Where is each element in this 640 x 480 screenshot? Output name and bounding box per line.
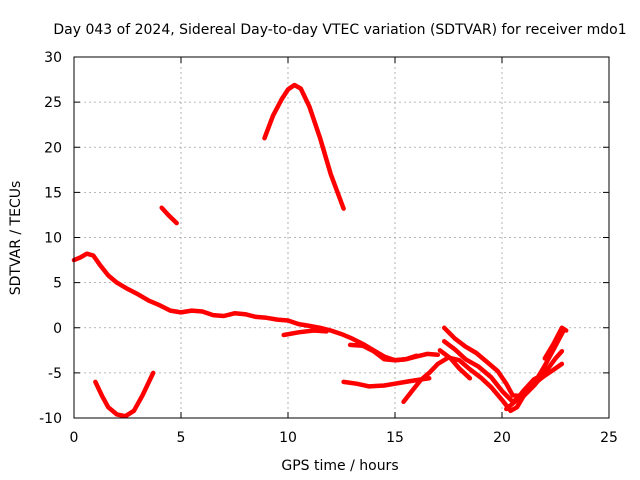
series-line-short_segment xyxy=(159,205,179,226)
y-tick-label: -5 xyxy=(48,366,62,382)
x-tick-label: 20 xyxy=(493,430,511,446)
y-tick-label: -10 xyxy=(39,411,62,427)
grid xyxy=(74,57,609,418)
y-tick-label: 20 xyxy=(44,140,62,156)
chart-title: Day 043 of 2024, Sidereal Day-to-day VTE… xyxy=(53,22,626,38)
y-tick-label: 30 xyxy=(44,50,62,66)
y-tick-label: 25 xyxy=(44,95,62,111)
series-line-branch_late xyxy=(437,348,473,381)
series-line-arc xyxy=(262,82,346,211)
x-tick-label: 15 xyxy=(386,430,404,446)
series-layer xyxy=(71,82,569,419)
series-line-late_connector xyxy=(504,371,548,412)
series-line-early_dip xyxy=(93,370,156,419)
x-tick-label: 10 xyxy=(279,430,297,446)
x-tick-label: 0 xyxy=(70,430,79,446)
y-tick-label: 0 xyxy=(53,321,62,337)
y-tick-label: 10 xyxy=(44,231,62,247)
x-axis-label: GPS time / hours xyxy=(281,458,398,474)
series-line-low_segment xyxy=(341,376,432,389)
series-line-final_rise xyxy=(542,325,569,361)
series-line-upper_late xyxy=(441,325,567,399)
y-axis-label: SDTVAR / TECUs xyxy=(8,181,24,296)
x-tick-label: 25 xyxy=(600,430,618,446)
series-line-middle_segment xyxy=(281,328,329,338)
plot-frame xyxy=(73,56,610,419)
x-tick-label: 5 xyxy=(177,430,186,446)
series-line-lower_band xyxy=(347,342,419,363)
y-tick-label: 5 xyxy=(53,276,62,292)
y-tick-label: 15 xyxy=(44,185,62,201)
